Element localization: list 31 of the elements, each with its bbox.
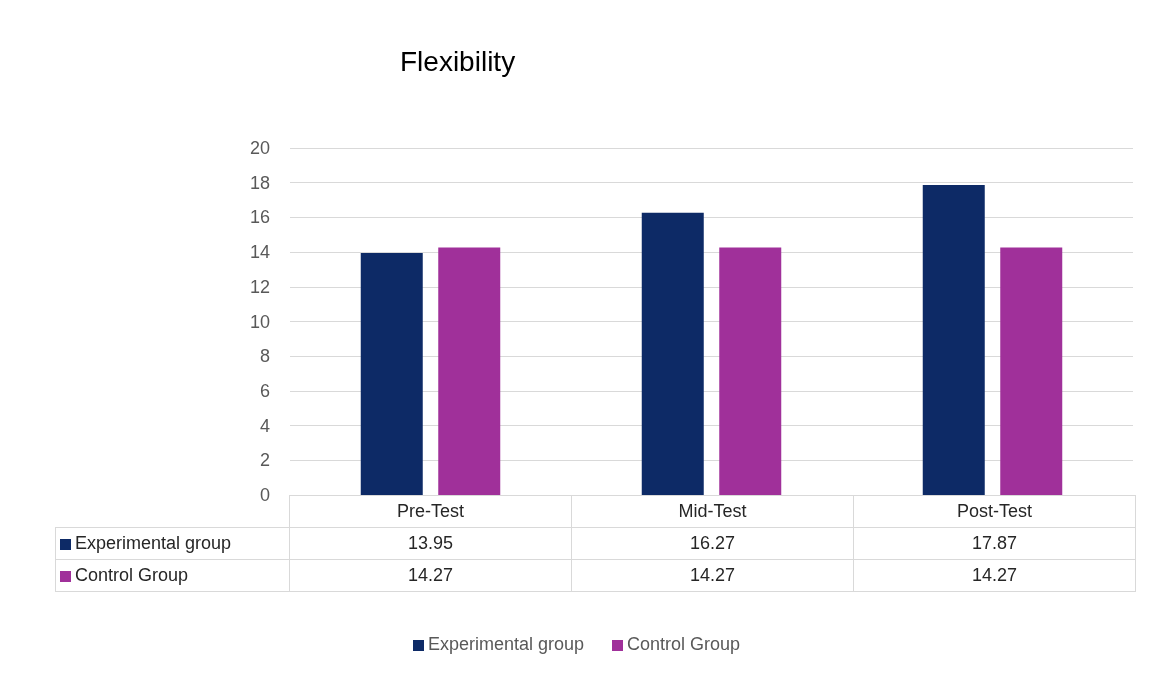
y-tick-label: 16: [249, 207, 270, 228]
text: Control Group: [75, 565, 189, 585]
data-label: 16.27: [571, 527, 854, 560]
data-label: 13.95: [289, 527, 572, 560]
x-tick-label: Post-Test: [853, 495, 1136, 528]
y-tick-label: 6: [259, 380, 270, 401]
legend-label: Control Group: [626, 634, 741, 654]
bar: [641, 212, 704, 495]
y-tick-label: 12: [249, 276, 270, 297]
y-tick-label: 2: [259, 450, 270, 471]
data-label: 14.27: [853, 559, 1136, 592]
chart-title: Flexibility: [400, 45, 516, 77]
bar: [1000, 247, 1063, 495]
bar: [922, 184, 985, 495]
x-tick-label: Mid-Test: [571, 495, 854, 528]
y-tick-label: 8: [259, 346, 270, 367]
legend-label: Experimental group: [55, 527, 290, 560]
data-label: 14.27: [289, 559, 572, 592]
x-tick-label: Pre-Test: [289, 495, 572, 528]
y-tick-label: 18: [249, 172, 270, 193]
y-tick-label: 14: [249, 242, 270, 263]
y-tick-label: 0: [259, 485, 270, 505]
data-label: 14.27: [571, 559, 854, 592]
y-tick-label: 4: [259, 415, 270, 436]
data-label: 17.87: [853, 527, 1136, 560]
bar: [719, 247, 782, 495]
y-tick-label: 20: [249, 138, 270, 158]
bar: [360, 252, 423, 495]
text: Experimental group: [427, 634, 585, 654]
bar: [438, 247, 501, 495]
y-tick-label: 10: [249, 311, 270, 332]
